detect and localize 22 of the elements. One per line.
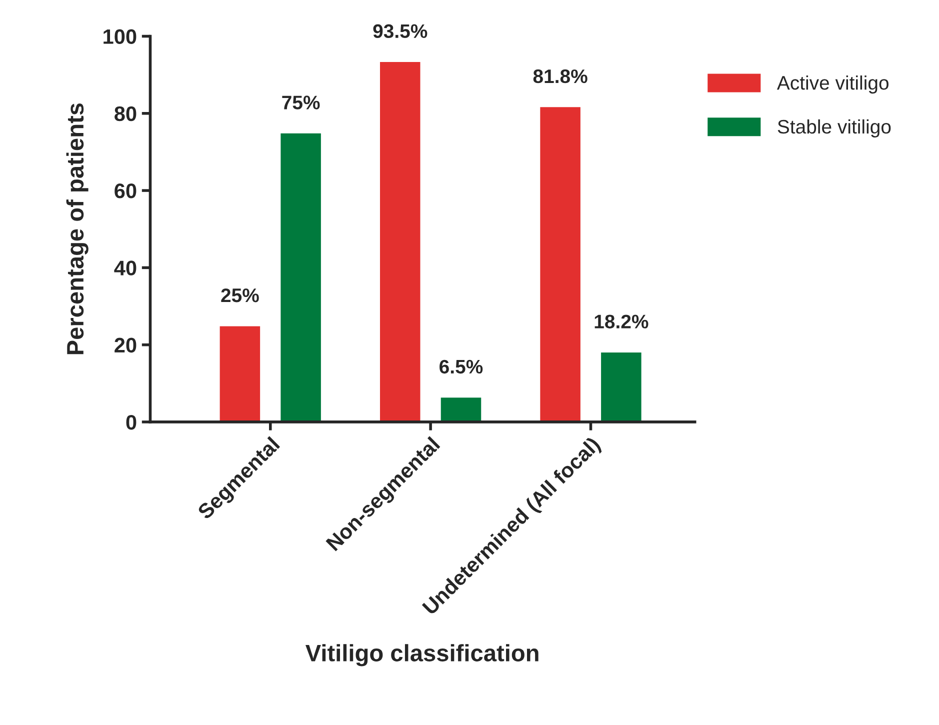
bar (538, 106, 582, 422)
data-label: 93.5% (373, 24, 428, 38)
legend-label: Active vitiligo (776, 75, 888, 94)
data-label: 6.5% (440, 360, 483, 374)
bar (218, 324, 262, 422)
y-tick-label: 60 (114, 184, 136, 198)
y-tick-label: 20 (114, 338, 136, 353)
y-tick-label: 40 (114, 260, 136, 276)
y-tick-label: 0 (126, 414, 136, 430)
bar (378, 60, 422, 422)
x-axis-title: Vitiligo classification (306, 644, 538, 666)
data-label: 75% (282, 96, 320, 110)
y-axis-title: Percentage of patients (66, 103, 88, 354)
data-label: 25% (221, 288, 259, 302)
bar (439, 396, 483, 422)
bar (279, 132, 322, 422)
data-label: 18.2% (594, 314, 648, 328)
y-tick-label: 80 (114, 106, 136, 122)
bar (600, 351, 643, 422)
legend-label: Stable vitiligo (778, 119, 891, 138)
y-tick-label: 100 (104, 29, 136, 44)
data-label: 81.8% (533, 69, 588, 84)
